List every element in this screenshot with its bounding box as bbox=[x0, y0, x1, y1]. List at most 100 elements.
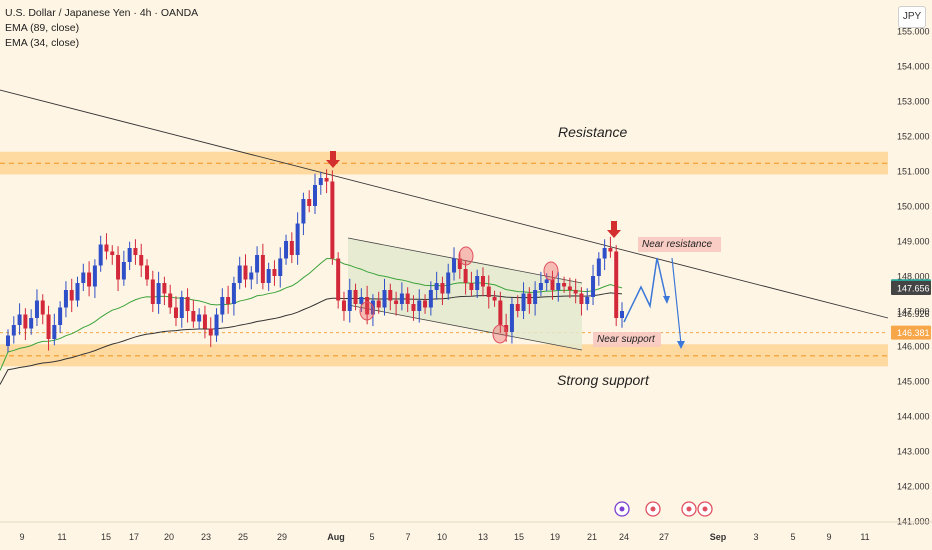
candle-body bbox=[185, 297, 190, 311]
candle-body bbox=[544, 279, 549, 283]
candle-body bbox=[388, 290, 393, 301]
candle-body bbox=[521, 293, 526, 311]
candle-body bbox=[34, 300, 39, 318]
candle-body bbox=[492, 297, 497, 301]
candle-body bbox=[121, 262, 126, 280]
arrow-head bbox=[326, 160, 340, 168]
candle-body bbox=[399, 293, 404, 304]
price-badge-label: 146.381 bbox=[897, 328, 930, 338]
price-badge-label: 147.656 bbox=[897, 284, 930, 294]
currency-button[interactable]: JPY bbox=[898, 6, 926, 28]
candle-body bbox=[98, 244, 103, 266]
strong-support-label: Strong support bbox=[557, 372, 650, 388]
candle-body bbox=[440, 283, 445, 294]
ema-34-label[interactable]: EMA (34, close) bbox=[5, 37, 80, 49]
candle-body bbox=[486, 286, 491, 297]
candle-body bbox=[220, 297, 225, 315]
time-tick-label: Sep bbox=[710, 532, 727, 542]
near-support-label-bg bbox=[593, 332, 661, 347]
candle-body bbox=[596, 258, 601, 276]
price-tick-label: 142.000 bbox=[897, 482, 930, 492]
candle-body bbox=[538, 283, 543, 290]
candle-body bbox=[614, 251, 619, 318]
candle-body bbox=[104, 244, 109, 252]
candle-body bbox=[272, 269, 277, 276]
candle-body bbox=[295, 223, 300, 255]
candle-body bbox=[533, 290, 538, 304]
price-badge bbox=[891, 281, 931, 296]
candle-body bbox=[208, 328, 213, 336]
candle-body bbox=[237, 265, 242, 283]
candle-body bbox=[480, 276, 485, 287]
candle-body bbox=[452, 258, 457, 273]
time-tick-label: 9 bbox=[19, 532, 24, 542]
ema-89-line bbox=[0, 292, 623, 385]
candle-body bbox=[150, 279, 155, 304]
candle-body bbox=[567, 286, 572, 290]
candle-body bbox=[608, 248, 613, 252]
price-tick-label: 146.000 bbox=[897, 342, 930, 352]
jp-flag-event-icon[interactable] bbox=[697, 501, 713, 517]
candle-body bbox=[585, 297, 590, 304]
near-support-label: Near support bbox=[597, 334, 656, 345]
projected-arrowhead-down bbox=[677, 341, 685, 349]
price-tick-label: 154.000 bbox=[897, 62, 930, 72]
time-tick-label: 27 bbox=[659, 532, 669, 542]
us-flag-event-icon[interactable] bbox=[645, 501, 661, 517]
candle-body bbox=[266, 269, 271, 283]
time-tick-label: 20 bbox=[164, 532, 174, 542]
candle-body bbox=[457, 258, 462, 269]
time-tick-label: 11 bbox=[860, 532, 869, 542]
event-icon-dot bbox=[702, 506, 708, 512]
candle-body bbox=[214, 314, 219, 336]
candle-body bbox=[313, 185, 317, 206]
ema-34-line bbox=[0, 258, 623, 371]
candle-body bbox=[116, 255, 121, 280]
candle-body bbox=[382, 290, 387, 308]
time-tick-label: 17 bbox=[129, 532, 139, 542]
down-arrow-icon bbox=[326, 151, 340, 168]
candle-body bbox=[556, 283, 561, 290]
candle-body bbox=[434, 283, 439, 290]
candle-body bbox=[284, 241, 289, 259]
candle-body bbox=[498, 300, 503, 325]
candle-body bbox=[127, 248, 132, 262]
price-tick-label: 143.000 bbox=[897, 447, 930, 457]
time-tick-label: 29 bbox=[277, 532, 287, 542]
channel-lower-line bbox=[347, 304, 583, 351]
touch-point-circle bbox=[359, 301, 375, 321]
candle-body bbox=[307, 199, 312, 206]
near-resistance-label: Near resistance bbox=[642, 239, 712, 250]
event-icon-dot bbox=[619, 506, 625, 512]
price-tick-label: 150.000 bbox=[897, 202, 930, 212]
candle-body bbox=[330, 181, 335, 259]
candle-body bbox=[469, 283, 474, 290]
candle-body bbox=[353, 290, 358, 304]
candle-body bbox=[6, 335, 10, 346]
candle-body bbox=[75, 283, 80, 301]
candle-body bbox=[81, 272, 86, 283]
lightning-event-icon[interactable] bbox=[614, 501, 630, 517]
near-resistance-label-bg bbox=[638, 237, 721, 252]
candle-body bbox=[591, 276, 596, 297]
candle-body bbox=[52, 325, 57, 339]
candle-body bbox=[324, 178, 329, 182]
time-tick-label: 15 bbox=[101, 532, 111, 542]
time-tick-label: 7 bbox=[405, 532, 410, 542]
candle-body bbox=[202, 314, 207, 329]
ema-89-label[interactable]: EMA (89, close) bbox=[5, 22, 80, 34]
candle-body bbox=[278, 258, 283, 276]
time-tick-label: 3 bbox=[753, 532, 758, 542]
event-icon-dot bbox=[686, 506, 692, 512]
candle-body bbox=[562, 283, 567, 287]
candle-body bbox=[509, 304, 514, 332]
arrow-shaft bbox=[330, 151, 336, 160]
candle-body bbox=[446, 272, 451, 294]
candle-body bbox=[527, 293, 532, 304]
price-tick-label: 144.000 bbox=[897, 412, 930, 422]
us-flag-event-icon-2[interactable] bbox=[681, 501, 697, 517]
candle-body bbox=[602, 248, 607, 259]
candle-body bbox=[179, 297, 184, 318]
price-badge-label: 146.926 bbox=[897, 309, 930, 319]
